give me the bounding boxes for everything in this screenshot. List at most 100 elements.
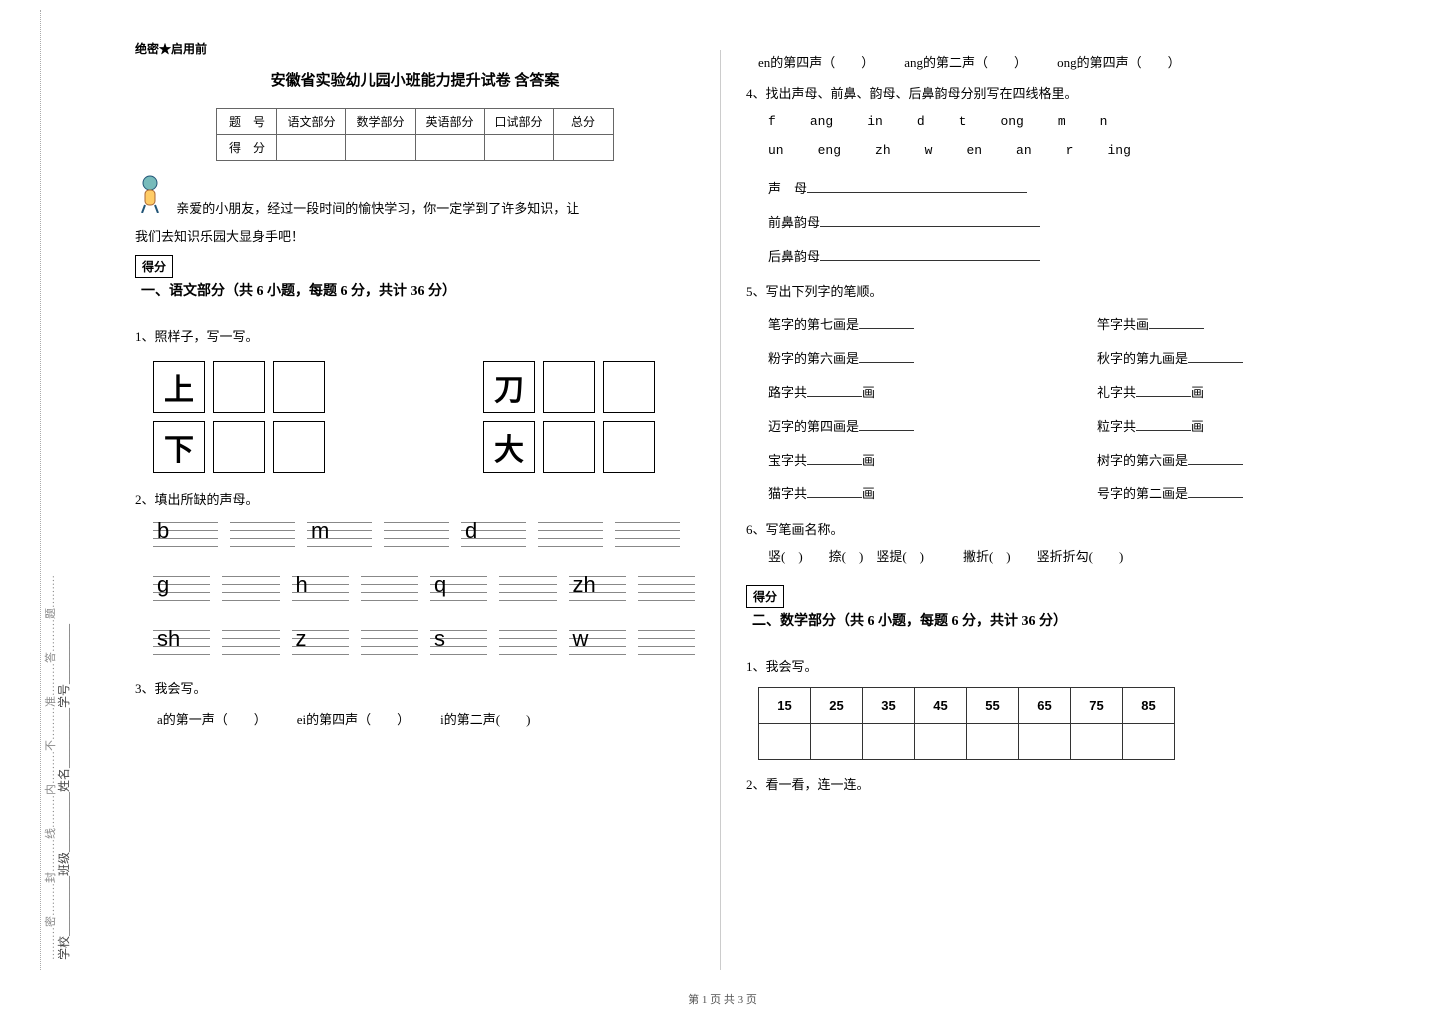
q5-label: 5、写出下列字的笔顺。 bbox=[746, 281, 1306, 300]
char-box: 上 bbox=[153, 361, 205, 413]
q5-item: 迈字的第四画是 bbox=[768, 410, 977, 444]
char-box: 大 bbox=[483, 421, 535, 473]
score-box-icon: 得分 bbox=[746, 585, 784, 608]
score-blank-row: 得 分 bbox=[217, 135, 613, 161]
number-table: 1525354555657585 bbox=[758, 687, 1175, 760]
pinyin-item: eng bbox=[818, 143, 841, 158]
score-header-row: 题 号 语文部分 数学部分 英语部分 口试部分 总分 bbox=[217, 109, 613, 135]
pinyin-item: en bbox=[966, 143, 982, 158]
num-cell: 55 bbox=[967, 688, 1019, 724]
cons-cell: zh bbox=[569, 570, 626, 606]
q4-pinyin: fangindtongmn unengzhwenanring bbox=[768, 114, 1306, 158]
q4-houbi: 后鼻韵母 bbox=[768, 240, 1306, 274]
num-cell: 65 bbox=[1019, 688, 1071, 724]
pinyin-item: in bbox=[867, 114, 883, 129]
char-row: 大 bbox=[483, 421, 655, 473]
th: 英语部分 bbox=[415, 109, 484, 135]
num-cell: 75 bbox=[1071, 688, 1123, 724]
q5-item: 宝字共画 bbox=[768, 444, 977, 478]
pinyin-item: zh bbox=[875, 143, 891, 158]
q5-item: 路字共画 bbox=[768, 376, 977, 410]
q5-item: 礼字共画 bbox=[1097, 376, 1306, 410]
section-2-title: 二、数学部分（共 6 小题，每题 6 分，共计 36 分） bbox=[752, 610, 1067, 630]
cons-cell bbox=[638, 624, 695, 660]
page-footer: 第 1 页 共 3 页 bbox=[0, 991, 1445, 1007]
q5-item: 树字的第六画是 bbox=[1097, 444, 1306, 478]
td bbox=[415, 135, 484, 161]
cons-cell: b bbox=[153, 516, 218, 552]
q3-item: i的第二声( ) bbox=[440, 709, 530, 728]
cons-cell: h bbox=[292, 570, 349, 606]
q1-label: 1、照样子，写一写。 bbox=[135, 326, 695, 345]
num-row-blank bbox=[759, 724, 1175, 760]
char-box-empty bbox=[543, 421, 595, 473]
q3b-item: en的第四声（ ） bbox=[758, 52, 874, 71]
intro-text-1: 亲爱的小朋友，经过一段时间的愉快学习，你一定学到了许多知识，让 bbox=[176, 201, 579, 216]
cons-cell bbox=[361, 570, 418, 606]
q3-label: 3、我会写。 bbox=[135, 678, 695, 697]
q5-item: 竿字共画 bbox=[1097, 308, 1306, 342]
pinyin-item: un bbox=[768, 143, 784, 158]
pinyin-item: f bbox=[768, 114, 776, 129]
num-cell: 85 bbox=[1123, 688, 1175, 724]
q5-right-col: 竿字共画秋字的第九画是礼字共画粒字共画树字的第六画是号字的第二画是 bbox=[1097, 308, 1306, 511]
section-2-header: 得分 二、数学部分（共 6 小题，每题 6 分，共计 36 分） bbox=[746, 585, 1306, 642]
q4-row1: fangindtongmn bbox=[768, 114, 1306, 129]
th: 数学部分 bbox=[346, 109, 415, 135]
num-cell: 15 bbox=[759, 688, 811, 724]
q2-label: 2、填出所缺的声母。 bbox=[135, 489, 695, 508]
cons-cell: g bbox=[153, 570, 210, 606]
char-box-empty bbox=[273, 361, 325, 413]
pinyin-item: w bbox=[925, 143, 933, 158]
cons-cell: z bbox=[292, 624, 349, 660]
td bbox=[277, 135, 346, 161]
page-content: 绝密★启用前 安徽省实验幼儿园小班能力提升试卷 含答案 题 号 语文部分 数学部… bbox=[0, 0, 1445, 970]
m1-label: 1、我会写。 bbox=[746, 656, 1306, 675]
q3b-item: ong的第四声（ ） bbox=[1057, 52, 1181, 71]
cons-cell: m bbox=[307, 516, 372, 552]
cons-cell: s bbox=[430, 624, 487, 660]
q5-item: 粉字的第六画是 bbox=[768, 342, 977, 376]
char-box-empty bbox=[273, 421, 325, 473]
cons-cell bbox=[499, 624, 556, 660]
num-row-filled: 1525354555657585 bbox=[759, 688, 1175, 724]
score-table: 题 号 语文部分 数学部分 英语部分 口试部分 总分 得 分 bbox=[216, 108, 613, 161]
char-row: 下 bbox=[153, 421, 325, 473]
secret-label: 绝密★启用前 bbox=[135, 40, 695, 57]
td bbox=[553, 135, 613, 161]
char-row: 刀 bbox=[483, 361, 655, 413]
left-column: 绝密★启用前 安徽省实验幼儿园小班能力提升试卷 含答案 题 号 语文部分 数学部… bbox=[110, 40, 720, 970]
cons-cell: d bbox=[461, 516, 526, 552]
q5-item: 号字的第二画是 bbox=[1097, 477, 1306, 511]
q5-item: 粒字共画 bbox=[1097, 410, 1306, 444]
m2-label: 2、看一看，连一连。 bbox=[746, 774, 1306, 793]
cons-cell bbox=[538, 516, 603, 552]
cons-cell bbox=[384, 516, 449, 552]
q5-items: 笔字的第七画是粉字的第六画是路字共画迈字的第四画是宝字共画猫字共画 竿字共画秋字… bbox=[768, 308, 1306, 511]
cons-cell bbox=[230, 516, 295, 552]
td bbox=[346, 135, 415, 161]
num-cell: 35 bbox=[863, 688, 915, 724]
cons-cell bbox=[615, 516, 680, 552]
q3-items: a的第一声（ ） ei的第四声（ ） i的第二声( ) bbox=[157, 709, 695, 728]
char-box-empty bbox=[603, 361, 655, 413]
char-box-empty bbox=[213, 421, 265, 473]
q5-left-col: 笔字的第七画是粉字的第六画是路字共画迈字的第四画是宝字共画猫字共画 bbox=[768, 308, 977, 511]
cons-cell: w bbox=[569, 624, 626, 660]
pinyin-item: ing bbox=[1107, 143, 1130, 158]
pinyin-item: m bbox=[1058, 114, 1066, 129]
cons-cell bbox=[222, 624, 279, 660]
td: 得 分 bbox=[217, 135, 277, 161]
section-1-header: 得分 一、语文部分（共 6 小题，每题 6 分，共计 36 分） bbox=[135, 255, 695, 312]
score-box-icon: 得分 bbox=[135, 255, 173, 278]
pinyin-item: r bbox=[1066, 143, 1074, 158]
consonant-grid: b m d g h q zh sh z s w bbox=[153, 516, 695, 660]
cons-cell: sh bbox=[153, 624, 210, 660]
pinyin-item: d bbox=[917, 114, 925, 129]
q4-answers: 声 母 前鼻韵母 后鼻韵母 bbox=[768, 172, 1306, 273]
cons-cell: q bbox=[430, 570, 487, 606]
pinyin-item: t bbox=[959, 114, 967, 129]
td bbox=[484, 135, 553, 161]
q4-label: 4、找出声母、前鼻、韵母、后鼻韵母分别写在四线格里。 bbox=[746, 83, 1306, 102]
pinyin-item: ong bbox=[1000, 114, 1023, 129]
